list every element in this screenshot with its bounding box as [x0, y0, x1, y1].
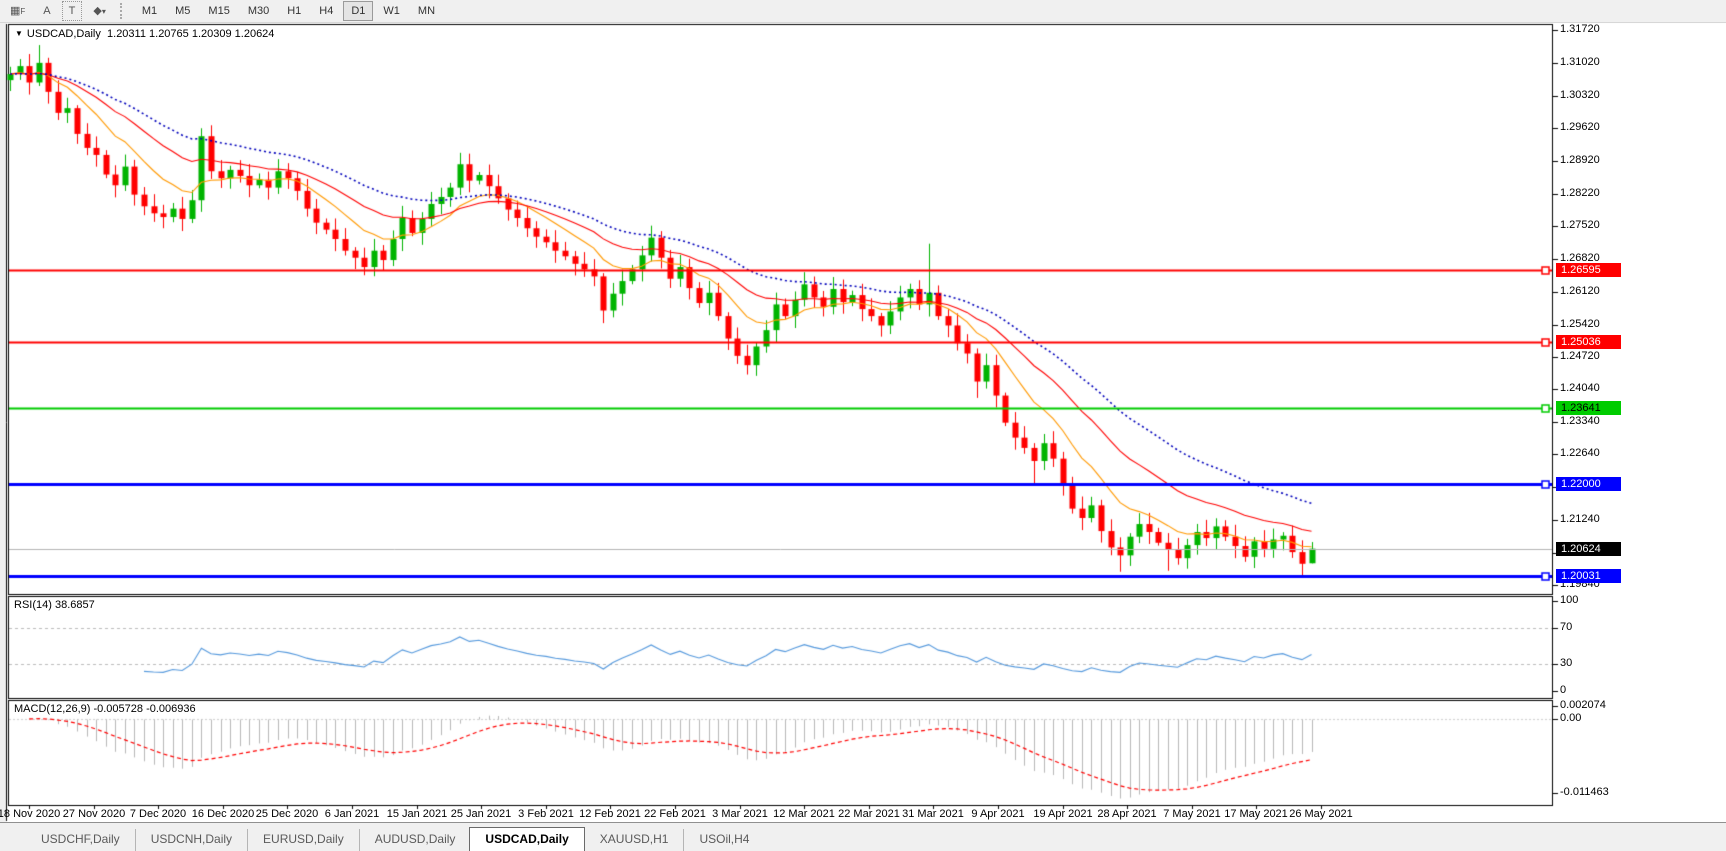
date-tick-label: 3 Mar 2021 [712, 808, 768, 820]
current-price-label: 1.20624 [1556, 542, 1621, 556]
date-tick-label: 28 Apr 2021 [1097, 808, 1157, 820]
symbol-tab-bar: USDCHF,Daily USDCNH,Daily EURUSD,Daily AUDU… [0, 822, 1726, 851]
date-tick-label: 27 Nov 2020 [62, 808, 126, 820]
timeframe-m15-button[interactable]: M15 [208, 5, 230, 17]
date-tick-label: 9 Apr 2021 [971, 808, 1025, 820]
date-tick-label: 16 Dec 2020 [191, 808, 255, 820]
date-tick-label: 15 Jan 2021 [386, 808, 448, 820]
price-tick: 1.25420 [1560, 318, 1600, 330]
tool-button-group: ▦F A T ◆▾ [0, 1, 113, 21]
date-tick-label: 19 Apr 2021 [1033, 808, 1093, 820]
price-tick: 1.27520 [1560, 219, 1600, 231]
rsi-axis-label: 70 [1560, 621, 1573, 633]
price-line-label: 1.26595 [1556, 263, 1621, 277]
shapes-dropdown-icon: ◆ [93, 5, 102, 17]
date-tick-label: 6 Jan 2021 [324, 808, 380, 820]
symbol-tab-xauusd[interactable]: XAUUSD,H1 [583, 829, 684, 851]
price-tick: 1.30320 [1560, 89, 1600, 101]
shapes-dropdown-sub-icon: ▾ [101, 7, 106, 16]
price-tick: 1.28920 [1560, 154, 1600, 166]
chart-symbol: USDCAD,Daily [26, 28, 101, 40]
price-tick: 1.24720 [1560, 350, 1600, 362]
macd-label: MACD(12,26,9) -0.005728 -0.006936 [14, 703, 196, 715]
indicator-grid-sub-icon: F [20, 7, 26, 16]
price-tick: 1.23340 [1560, 415, 1600, 427]
rsi-axis-label: 30 [1560, 657, 1573, 669]
macd-axis-label: 0.00 [1560, 712, 1582, 724]
date-tick-label: 25 Jan 2021 [450, 808, 512, 820]
timeframe-mn-button[interactable]: MN [417, 5, 436, 17]
rsi-label: RSI(14) 38.6857 [14, 599, 95, 611]
symbol-tab-usoil[interactable]: USOil,H4 [683, 829, 764, 851]
timeframe-button-group: M1 M5 M15 M30 H1 H4 D1 W1 MN [134, 1, 443, 21]
symbol-tab-usdcnh[interactable]: USDCNH,Daily [134, 829, 247, 851]
date-tick-label: 12 Feb 2021 [579, 808, 641, 820]
timeframe-m5-button[interactable]: M5 [175, 5, 191, 17]
toolbar: ▦F A T ◆▾ M1 M5 M15 M30 H1 H4 D1 W1 MN [0, 0, 1726, 23]
timeframe-h4-button[interactable]: H4 [319, 5, 334, 17]
price-line-label: 1.22000 [1556, 477, 1621, 491]
date-tick-label: 31 Mar 2021 [902, 808, 964, 820]
timeframe-d1-button[interactable]: D1 [343, 1, 374, 21]
date-tick-label: 25 Dec 2020 [255, 808, 319, 820]
price-tick: 1.31720 [1560, 23, 1600, 35]
date-tick-label: 7 May 2021 [1163, 808, 1221, 820]
price-tick: 1.26120 [1560, 285, 1600, 297]
chart-dropdown-icon[interactable]: ▼ [15, 29, 23, 38]
text-label-button[interactable]: A [36, 1, 57, 21]
price-line-label: 1.25036 [1556, 335, 1621, 349]
timeframe-h1-button[interactable]: H1 [287, 5, 302, 17]
date-tick-label: 18 Nov 2020 [0, 808, 61, 820]
date-tick-label: 17 May 2021 [1224, 808, 1288, 820]
rsi-axis-label: 0 [1560, 684, 1567, 696]
price-tick: 1.26820 [1560, 252, 1600, 264]
symbol-tab-eurusd[interactable]: EURUSD,Daily [247, 829, 359, 851]
rsi-axis-label: 100 [1560, 594, 1579, 606]
text-label-icon: A [43, 5, 51, 17]
price-line-label: 1.20031 [1556, 569, 1621, 583]
chart-title: ▼ USDCAD,Daily 1.20311 1.20765 1.20309 1.… [15, 28, 274, 40]
timeframe-m30-button[interactable]: M30 [247, 5, 270, 17]
text-box-icon: T [68, 5, 76, 17]
date-tick-label: 22 Feb 2021 [644, 808, 706, 820]
text-box-button[interactable]: T [61, 1, 83, 21]
price-tick: 1.22640 [1560, 447, 1600, 459]
symbol-tab-usdchf[interactable]: USDCHF,Daily [41, 832, 120, 846]
macd-axis-label: -0.011463 [1560, 786, 1609, 798]
date-tick-label: 7 Dec 2020 [129, 808, 187, 820]
price-line-label: 1.23641 [1556, 401, 1621, 415]
date-tick-label: 22 Mar 2021 [838, 808, 900, 820]
indicator-grid-button[interactable]: ▦F [3, 1, 32, 21]
symbol-tab-audusd[interactable]: AUDUSD,Daily [358, 829, 471, 851]
shapes-dropdown-button[interactable]: ◆▾ [86, 1, 112, 21]
price-tick: 1.24040 [1560, 382, 1600, 394]
symbol-tab-usdcad[interactable]: USDCAD,Daily [469, 827, 585, 851]
date-tick-label: 3 Feb 2021 [518, 808, 574, 820]
date-tick-label: 12 Mar 2021 [773, 808, 835, 820]
toolbar-grip [119, 3, 127, 19]
price-tick: 1.31020 [1560, 56, 1600, 68]
indicator-grid-icon: ▦ [10, 5, 21, 17]
chart-ohlc: 1.20311 1.20765 1.20309 1.20624 [107, 28, 275, 40]
price-tick: 1.29620 [1560, 121, 1600, 133]
macd-axis-label: 0.002074 [1560, 699, 1606, 711]
date-tick-label: 26 May 2021 [1289, 808, 1353, 820]
timeframe-m1-button[interactable]: M1 [141, 5, 158, 17]
price-tick: 1.21240 [1560, 513, 1600, 525]
price-tick: 1.28220 [1560, 187, 1600, 199]
timeframe-w1-button[interactable]: W1 [383, 5, 400, 17]
